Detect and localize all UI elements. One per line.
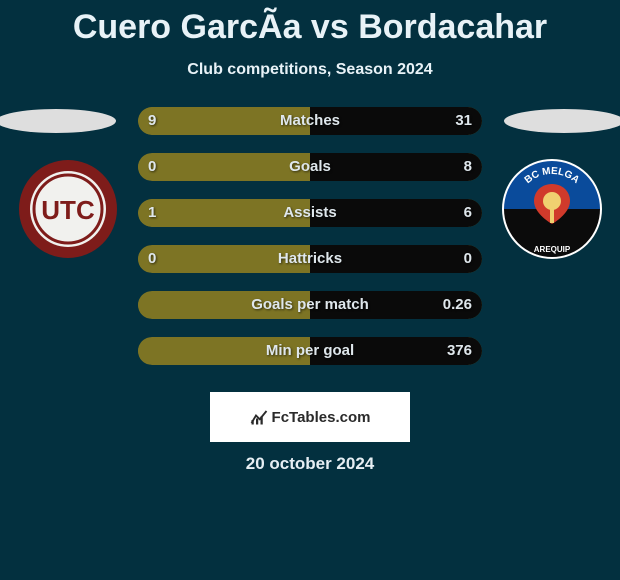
- stat-value-right: 0: [464, 245, 472, 273]
- stat-value-left: 1: [148, 199, 156, 227]
- stat-row: Min per goal376: [138, 337, 482, 365]
- stat-row: Goals per match0.26: [138, 291, 482, 319]
- stat-value-right: 31: [455, 107, 472, 135]
- team-right-logo: BC MELGA AREQUIP: [502, 159, 602, 259]
- footer-text: FcTables.com: [272, 409, 371, 426]
- team-left-logo: UTC: [18, 159, 118, 259]
- stat-row: Goals0 8: [138, 153, 482, 181]
- stat-label: Min per goal: [138, 337, 482, 365]
- stats-icon: [250, 408, 268, 426]
- stat-value-right: 6: [464, 199, 472, 227]
- page-title: Cuero GarcÃa vs Bordacahar: [0, 0, 620, 47]
- stat-label: Matches: [138, 107, 482, 135]
- subtitle: Club competitions, Season 2024: [0, 61, 620, 79]
- stat-row: Matches9 31: [138, 107, 482, 135]
- date-text: 20 october 2024: [0, 454, 620, 474]
- stat-label: Goals: [138, 153, 482, 181]
- stat-value-left: 9: [148, 107, 156, 135]
- stat-label: Assists: [138, 199, 482, 227]
- stat-value-right: 376: [447, 337, 472, 365]
- team-right-logo-svg: BC MELGA AREQUIP: [502, 159, 602, 259]
- team-left-oval: [0, 109, 116, 133]
- stat-value-left: 0: [148, 245, 156, 273]
- stat-value-left: 0: [148, 153, 156, 181]
- stat-value-right: 8: [464, 153, 472, 181]
- svg-text:UTC: UTC: [41, 195, 95, 225]
- stat-row: Hattricks0 0: [138, 245, 482, 273]
- bars-container: Matches931Goals08Assists16Hattricks00Goa…: [138, 107, 482, 383]
- stat-label: Hattricks: [138, 245, 482, 273]
- footer-attribution: FcTables.com: [210, 392, 410, 442]
- team-left-logo-svg: UTC: [18, 159, 118, 259]
- stat-label: Goals per match: [138, 291, 482, 319]
- stat-row: Assists1 6: [138, 199, 482, 227]
- stat-value-right: 0.26: [443, 291, 472, 319]
- team-right-oval: [504, 109, 620, 133]
- svg-text:AREQUIP: AREQUIP: [534, 245, 571, 254]
